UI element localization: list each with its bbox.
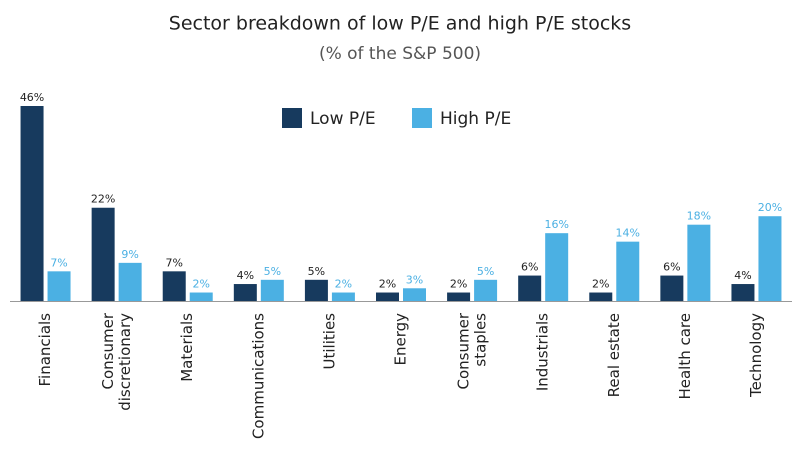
bar [589, 292, 613, 301]
bar [304, 279, 328, 301]
bar [20, 106, 44, 301]
data-label: 5% [264, 265, 281, 278]
bar [545, 233, 569, 301]
x-tick-label: Health care [676, 313, 694, 400]
legend-swatch [412, 108, 432, 128]
legend-label: High P/E [440, 109, 511, 129]
bar [376, 292, 399, 301]
bar [162, 271, 186, 301]
legend-swatch [282, 108, 302, 128]
x-tick-label: Materials [178, 313, 196, 382]
x-tick-label: Financials [36, 313, 54, 387]
data-label: 14% [616, 227, 640, 240]
data-label: 4% [237, 269, 254, 282]
data-label: 2% [379, 278, 396, 291]
data-label: 2% [335, 278, 352, 291]
x-tick-label: Consumerdiscretionary [99, 312, 134, 411]
data-label: 7% [50, 256, 67, 269]
bar [474, 279, 498, 301]
data-label: 18% [687, 210, 711, 223]
data-label: 20% [758, 201, 782, 214]
data-label: 4% [734, 269, 751, 282]
bar [687, 224, 711, 301]
data-label: 2% [450, 278, 467, 291]
bar [91, 207, 115, 301]
data-label: 16% [544, 218, 568, 231]
bar [758, 216, 782, 301]
x-tick-label: Technology [747, 313, 765, 398]
bar [233, 284, 257, 301]
bar [260, 279, 284, 301]
x-tick-label: Consumerstaples [454, 312, 489, 389]
bar [189, 292, 213, 301]
bar [616, 241, 640, 301]
bar [118, 262, 142, 301]
data-label: 5% [477, 265, 494, 278]
x-tick-label: Industrials [534, 313, 552, 391]
x-tick-label: Communications [249, 313, 267, 439]
data-label: 2% [193, 278, 210, 291]
data-label: 6% [521, 261, 538, 274]
data-label: 7% [166, 256, 183, 269]
bar [447, 292, 471, 301]
x-tick-label: Utilities [320, 313, 338, 370]
data-label: 6% [663, 261, 680, 274]
data-label: 3% [406, 273, 423, 286]
bar [403, 288, 426, 301]
data-label: 2% [592, 278, 609, 291]
data-label: 9% [121, 248, 138, 261]
bar [518, 275, 542, 301]
chart-title: Sector breakdown of low P/E and high P/E… [169, 13, 631, 35]
bar [731, 284, 755, 301]
data-label: 5% [308, 265, 325, 278]
x-tick-label: Real estate [605, 313, 623, 397]
chart-subtitle: (% of the S&P 500) [319, 44, 481, 64]
legend-label: Low P/E [310, 109, 376, 129]
bar [660, 275, 684, 301]
bar [47, 271, 71, 301]
data-label: 46% [20, 91, 44, 104]
data-label: 22% [91, 193, 115, 206]
bar [331, 292, 355, 301]
x-tick-label: Energy [392, 313, 410, 366]
